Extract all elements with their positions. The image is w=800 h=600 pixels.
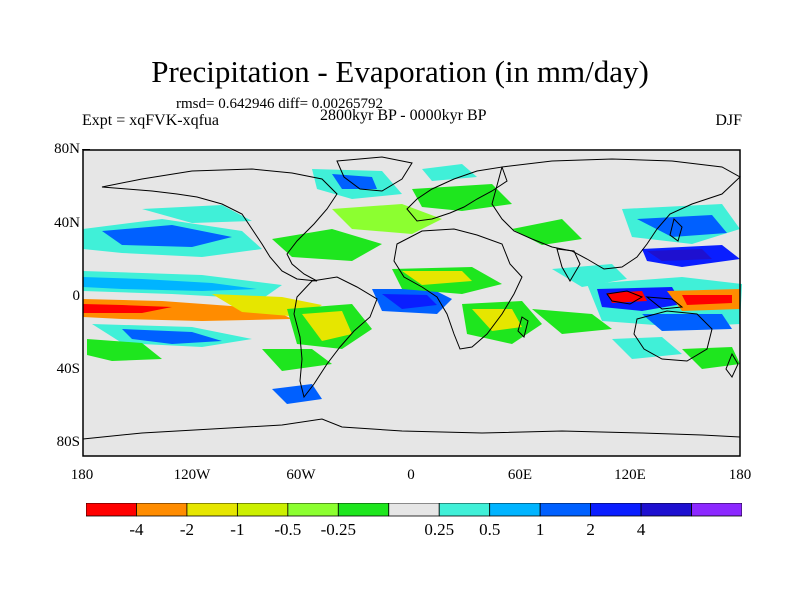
coast-australia bbox=[633, 310, 713, 362]
season-label: DJF bbox=[715, 112, 742, 129]
map-frame bbox=[82, 149, 741, 457]
coast-japan bbox=[669, 218, 683, 242]
colorbar-swatch-8 bbox=[489, 503, 541, 517]
colorbar-label-3: -0.5 bbox=[274, 520, 302, 539]
patch-kuroshio-core bbox=[637, 215, 727, 237]
colorbar-label-9: 4 bbox=[636, 520, 646, 539]
patch-middle-east-green bbox=[512, 219, 582, 245]
colorbar-label-6: 0.5 bbox=[479, 520, 501, 539]
colorbar-swatch-5 bbox=[337, 503, 390, 517]
coast-borneo bbox=[606, 290, 644, 305]
coast-europe bbox=[406, 166, 508, 222]
patch-west-pacific-strong-dry bbox=[682, 295, 732, 305]
colorbar-swatch-4 bbox=[287, 503, 339, 517]
patch-north-pacific-north bbox=[142, 205, 252, 223]
coast-africa bbox=[393, 228, 523, 350]
patch-north-pacific-core bbox=[102, 225, 232, 247]
colorbar-label-5: 0.25 bbox=[424, 520, 455, 539]
colorbar-swatch-10 bbox=[590, 503, 642, 517]
colorbar-swatch-0 bbox=[86, 503, 137, 517]
precip-evap-map bbox=[82, 149, 742, 457]
lat-label-40n: 40N bbox=[54, 215, 80, 231]
patch-sahel-dry bbox=[402, 271, 472, 285]
lon-label-60e: 60E bbox=[507, 467, 533, 483]
patch-south-pacific-east-green bbox=[262, 349, 332, 371]
colorbar-label-4: -0.25 bbox=[320, 520, 356, 539]
lon-label-120e: 120E bbox=[614, 467, 646, 483]
patch-southern-indian-cyan bbox=[612, 337, 682, 359]
colorbar-swatch-9 bbox=[539, 503, 592, 517]
patch-south-pacific-core bbox=[122, 329, 222, 344]
colorbar bbox=[86, 503, 742, 517]
patch-pacific-strong-dry bbox=[83, 304, 172, 313]
lon-label-180w: 180 bbox=[70, 467, 94, 483]
colorbar-label-8: 2 bbox=[586, 520, 595, 539]
patch-europe-green bbox=[412, 184, 512, 211]
patch-indian-ocean-green bbox=[532, 309, 612, 334]
patch-drake-passage bbox=[272, 384, 322, 404]
colorbar-swatch-12 bbox=[691, 503, 742, 517]
coast-india bbox=[556, 248, 581, 282]
patch-pacific-dry-band bbox=[83, 299, 292, 321]
rmsd-diff-stats: rmsd= 0.642946 diff= 0.00265792 bbox=[176, 96, 384, 112]
lat-label-0: 0 bbox=[72, 288, 81, 304]
lon-label-120w: 120W bbox=[173, 467, 211, 483]
patch-south-america-dry bbox=[302, 311, 352, 341]
colorbar-label-0: -4 bbox=[129, 520, 144, 539]
patch-atlantic-itcz-core bbox=[382, 294, 437, 309]
colorbar-swatch-2 bbox=[186, 503, 238, 517]
colorbar-label-1: -2 bbox=[179, 520, 194, 539]
patch-north-atlantic-yellowgreen bbox=[332, 204, 442, 234]
patch-arctic-cyan bbox=[422, 164, 477, 181]
colorbar-swatch-11 bbox=[640, 503, 692, 517]
coast-greenland bbox=[336, 156, 413, 192]
map-title: Precipitation - Evaporation (in mm/day) bbox=[151, 54, 649, 89]
lat-label-40s: 40S bbox=[56, 361, 80, 377]
coast-new-guinea bbox=[645, 296, 684, 310]
lon-label-180e: 180 bbox=[728, 467, 752, 483]
coast-south-america bbox=[293, 276, 378, 399]
period-label: 2800kyr BP - 0000kyr BP bbox=[320, 107, 487, 124]
coastlines bbox=[82, 156, 741, 440]
colorbar-swatch-3 bbox=[236, 503, 289, 517]
colorbar-label-2: -1 bbox=[230, 520, 245, 539]
patch-arabian-sea-cyan bbox=[552, 264, 627, 287]
patch-labrador-core bbox=[332, 174, 377, 189]
patch-pacific-itcz bbox=[83, 277, 257, 291]
colorbar-label-7: 1 bbox=[535, 520, 545, 539]
coast-north-america bbox=[101, 168, 338, 282]
coast-madagascar bbox=[517, 316, 529, 338]
patch-south-pacific-green bbox=[87, 339, 162, 361]
coast-asia bbox=[491, 158, 741, 270]
colorbar-swatch-1 bbox=[136, 503, 188, 517]
lat-label-80n: 80N bbox=[54, 141, 80, 157]
lon-label-0: 0 bbox=[407, 467, 415, 483]
field-patches bbox=[83, 164, 742, 404]
colorbar-swatch-7 bbox=[438, 503, 491, 517]
patch-tasman-green bbox=[682, 347, 740, 369]
patch-north-atlantic-green bbox=[272, 229, 382, 261]
lon-label-60w: 60W bbox=[286, 467, 316, 483]
experiment-label: Expt = xqFVK-xqfua bbox=[82, 112, 220, 129]
colorbar-swatch-6 bbox=[388, 503, 440, 517]
patch-north-west-pacific-core bbox=[647, 249, 712, 261]
lat-label-80s: 80S bbox=[56, 434, 80, 450]
coast-new-zealand bbox=[725, 352, 739, 378]
coast-antarctica bbox=[82, 418, 741, 440]
